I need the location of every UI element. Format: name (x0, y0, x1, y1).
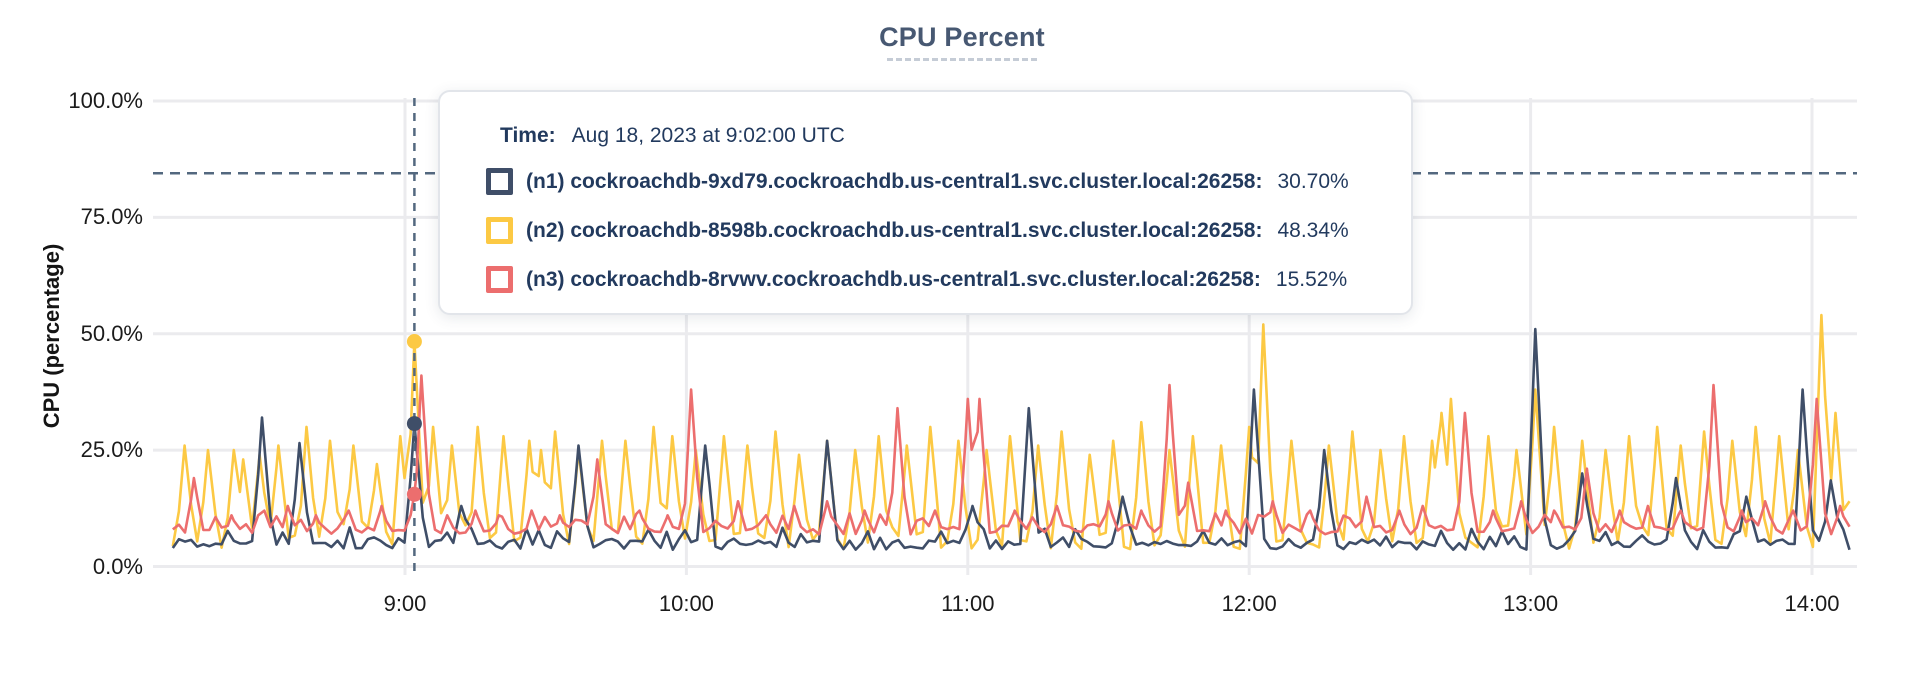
y-tick-label: 0.0% (92, 553, 143, 579)
highlight-dot-n2 (406, 334, 422, 349)
tooltip-series-row: (n3) cockroachdb-8rvwv.cockroachdb.us-ce… (486, 261, 1411, 298)
tooltip-time-row: Time: Aug 18, 2023 at 9:02:00 UTC (500, 124, 1411, 148)
y-tick-label: 25.0% (80, 437, 143, 463)
y-tick-label: 50.0% (80, 320, 143, 346)
series-swatch-icon (486, 217, 513, 244)
chart-title-underline (887, 58, 1037, 61)
tooltip-series-name: (n2) cockroachdb-8598b.cockroachdb.us-ce… (526, 218, 1263, 242)
tooltip-series-value: 48.34% (1277, 218, 1349, 242)
highlight-dot-n1 (406, 416, 422, 432)
series-line-n3 (172, 374, 1851, 536)
highlight-dot-n3 (406, 486, 422, 502)
tooltip-series-name: (n3) cockroachdb-8rvwv.cockroachdb.us-ce… (526, 267, 1261, 291)
series-swatch-icon (486, 168, 513, 195)
tooltip-series-rows: (n1) cockroachdb-9xd79.cockroachdb.us-ce… (440, 163, 1411, 298)
tooltip-time-value: Aug 18, 2023 at 9:02:00 UTC (571, 124, 845, 147)
tooltip-series-value: 15.52% (1275, 267, 1348, 291)
tooltip-series-row: (n1) cockroachdb-9xd79.cockroachdb.us-ce… (486, 163, 1411, 200)
tooltip-series-value: 30.70% (1277, 169, 1349, 193)
series-line-n1 (171, 327, 1851, 552)
tooltip-time-label: Time: (500, 124, 556, 147)
x-tick-label: 13:00 (1503, 591, 1559, 616)
x-tick-label: 12:00 (1221, 591, 1277, 616)
chart-title: CPU Percent (879, 22, 1045, 52)
y-tick-label: 75.0% (80, 204, 143, 230)
x-tick-label: 10:00 (658, 591, 714, 616)
x-tick-label: 11:00 (941, 591, 995, 616)
series-swatch-icon (486, 266, 513, 293)
y-tick-label: 100.0% (68, 88, 143, 113)
tooltip-series-row: (n2) cockroachdb-8598b.cockroachdb.us-ce… (486, 212, 1411, 249)
x-tick-label: 9:00 (383, 591, 427, 616)
series-line-n2 (171, 313, 1851, 551)
tooltip-series-name: (n1) cockroachdb-9xd79.cockroachdb.us-ce… (526, 169, 1263, 193)
hover-tooltip: Time: Aug 18, 2023 at 9:02:00 UTC (n1) co… (438, 90, 1413, 315)
x-tick-label: 14:00 (1784, 591, 1840, 616)
